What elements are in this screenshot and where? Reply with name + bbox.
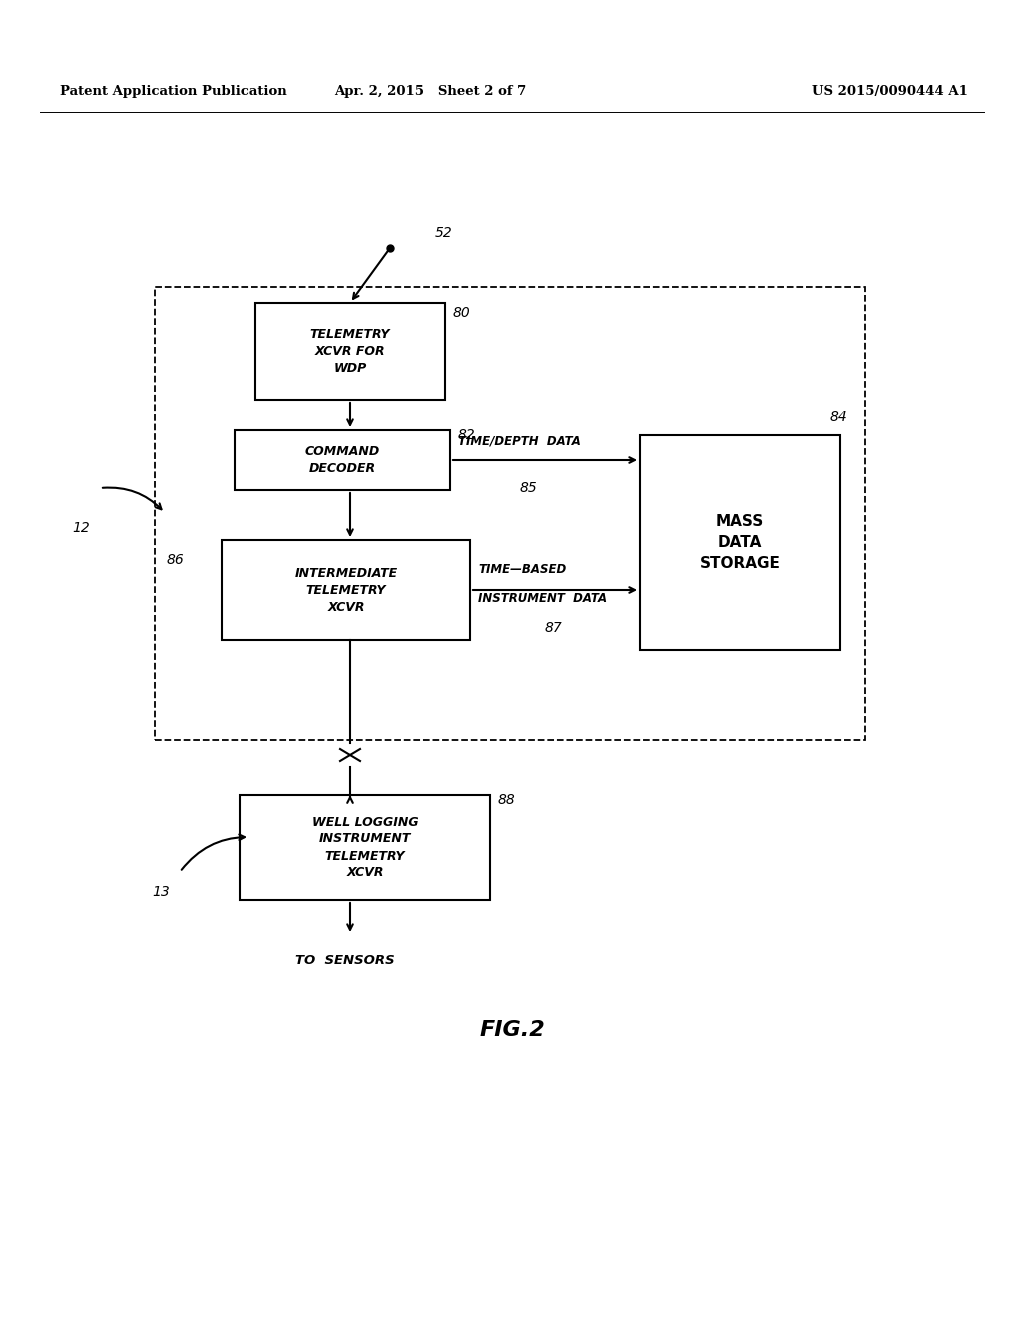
- Text: 82: 82: [458, 428, 476, 442]
- Bar: [255, 304, 445, 400]
- Text: 86: 86: [167, 553, 184, 568]
- Text: 52: 52: [435, 226, 453, 240]
- Text: TIME—BASED: TIME—BASED: [478, 564, 566, 576]
- Text: FIG.2: FIG.2: [479, 1020, 545, 1040]
- Text: 85: 85: [520, 480, 538, 495]
- Text: 87: 87: [545, 620, 563, 635]
- Text: Patent Application Publication: Patent Application Publication: [60, 86, 287, 99]
- Bar: [222, 540, 470, 640]
- Bar: [155, 286, 865, 741]
- Text: TO  SENSORS: TO SENSORS: [295, 953, 394, 966]
- Text: WELL LOGGING
INSTRUMENT
TELEMETRY
XCVR: WELL LOGGING INSTRUMENT TELEMETRY XCVR: [311, 816, 419, 879]
- Text: 13: 13: [153, 884, 170, 899]
- Text: Apr. 2, 2015   Sheet 2 of 7: Apr. 2, 2015 Sheet 2 of 7: [334, 86, 526, 99]
- Bar: [640, 436, 840, 649]
- Text: INTERMEDIATE
TELEMETRY
XCVR: INTERMEDIATE TELEMETRY XCVR: [295, 566, 397, 614]
- Text: 12: 12: [73, 521, 90, 535]
- Text: TIME/DEPTH  DATA: TIME/DEPTH DATA: [458, 436, 581, 447]
- Bar: [240, 795, 490, 900]
- Text: 84: 84: [830, 411, 848, 424]
- Text: MASS
DATA
STORAGE: MASS DATA STORAGE: [699, 513, 780, 572]
- Text: 88: 88: [498, 793, 516, 807]
- Text: COMMAND
DECODER: COMMAND DECODER: [305, 445, 380, 475]
- Text: 80: 80: [453, 306, 471, 319]
- Text: US 2015/0090444 A1: US 2015/0090444 A1: [812, 86, 968, 99]
- Bar: [234, 430, 450, 490]
- Text: INSTRUMENT  DATA: INSTRUMENT DATA: [478, 591, 607, 605]
- Text: TELEMETRY
XCVR FOR
WDP: TELEMETRY XCVR FOR WDP: [309, 327, 390, 375]
